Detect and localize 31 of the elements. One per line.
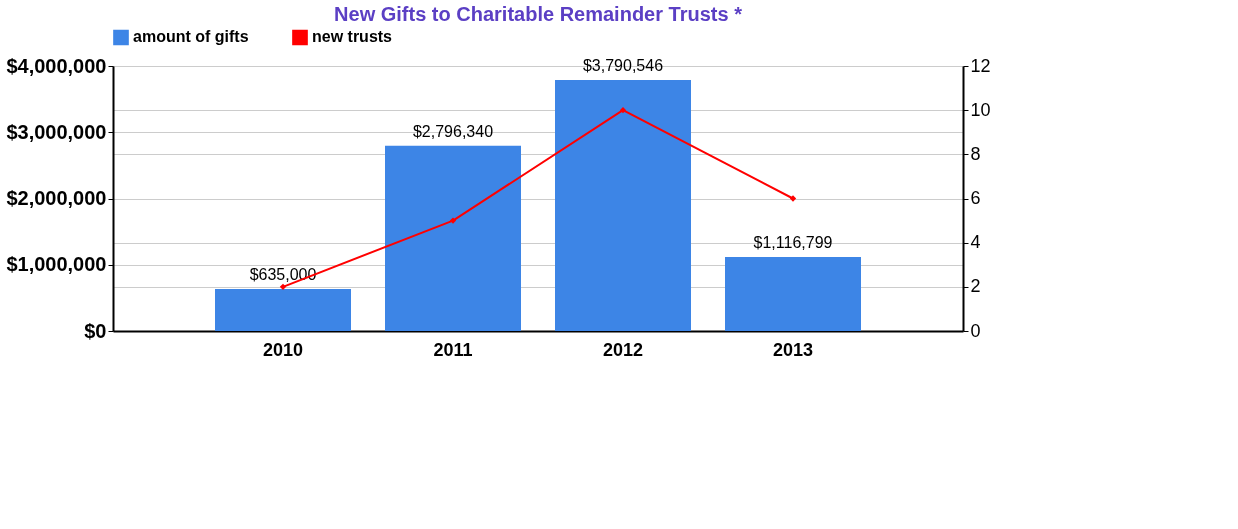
data-label: $3,790,546 — [582, 56, 664, 74]
y2-tick-label: 4 — [970, 232, 981, 253]
y-tick-label: $1,000,000 — [6, 253, 107, 276]
bar — [555, 79, 691, 331]
point — [449, 217, 457, 224]
y2-tick-label: 12 — [970, 55, 991, 76]
data-label: $2,796,340 — [412, 122, 494, 140]
legend-label: amount of gifts — [133, 28, 249, 46]
x-tick-label: 2012 — [602, 339, 644, 360]
x-tick-label: 2011 — [433, 339, 473, 360]
point — [789, 195, 797, 202]
point — [619, 107, 627, 114]
y-tick-label: $4,000,000 — [6, 54, 107, 77]
x-tick-label: 2013 — [772, 339, 814, 360]
chart-title: New Gifts to Charitable Remainder Trusts * — [334, 3, 743, 25]
y2-tick-label: 10 — [970, 99, 991, 120]
y-tick-label: $2,000,000 — [6, 187, 107, 209]
y2-tick-label: 2 — [970, 276, 981, 297]
data-label: $1,116,799 — [753, 234, 833, 252]
bar — [385, 145, 521, 331]
y2-tick-label: 8 — [970, 143, 981, 164]
y-tick-label: $3,000,000 — [6, 120, 107, 143]
y2-tick-label: 6 — [970, 188, 981, 208]
bar — [725, 257, 861, 331]
point — [279, 283, 287, 290]
legend-label: new trusts — [312, 28, 393, 46]
bar — [215, 288, 351, 331]
data-label: $635,000 — [249, 265, 317, 283]
y2-tick-label: 0 — [970, 320, 981, 341]
x-tick-label: 2010 — [262, 339, 304, 360]
y-tick-label: $0 — [84, 319, 107, 342]
